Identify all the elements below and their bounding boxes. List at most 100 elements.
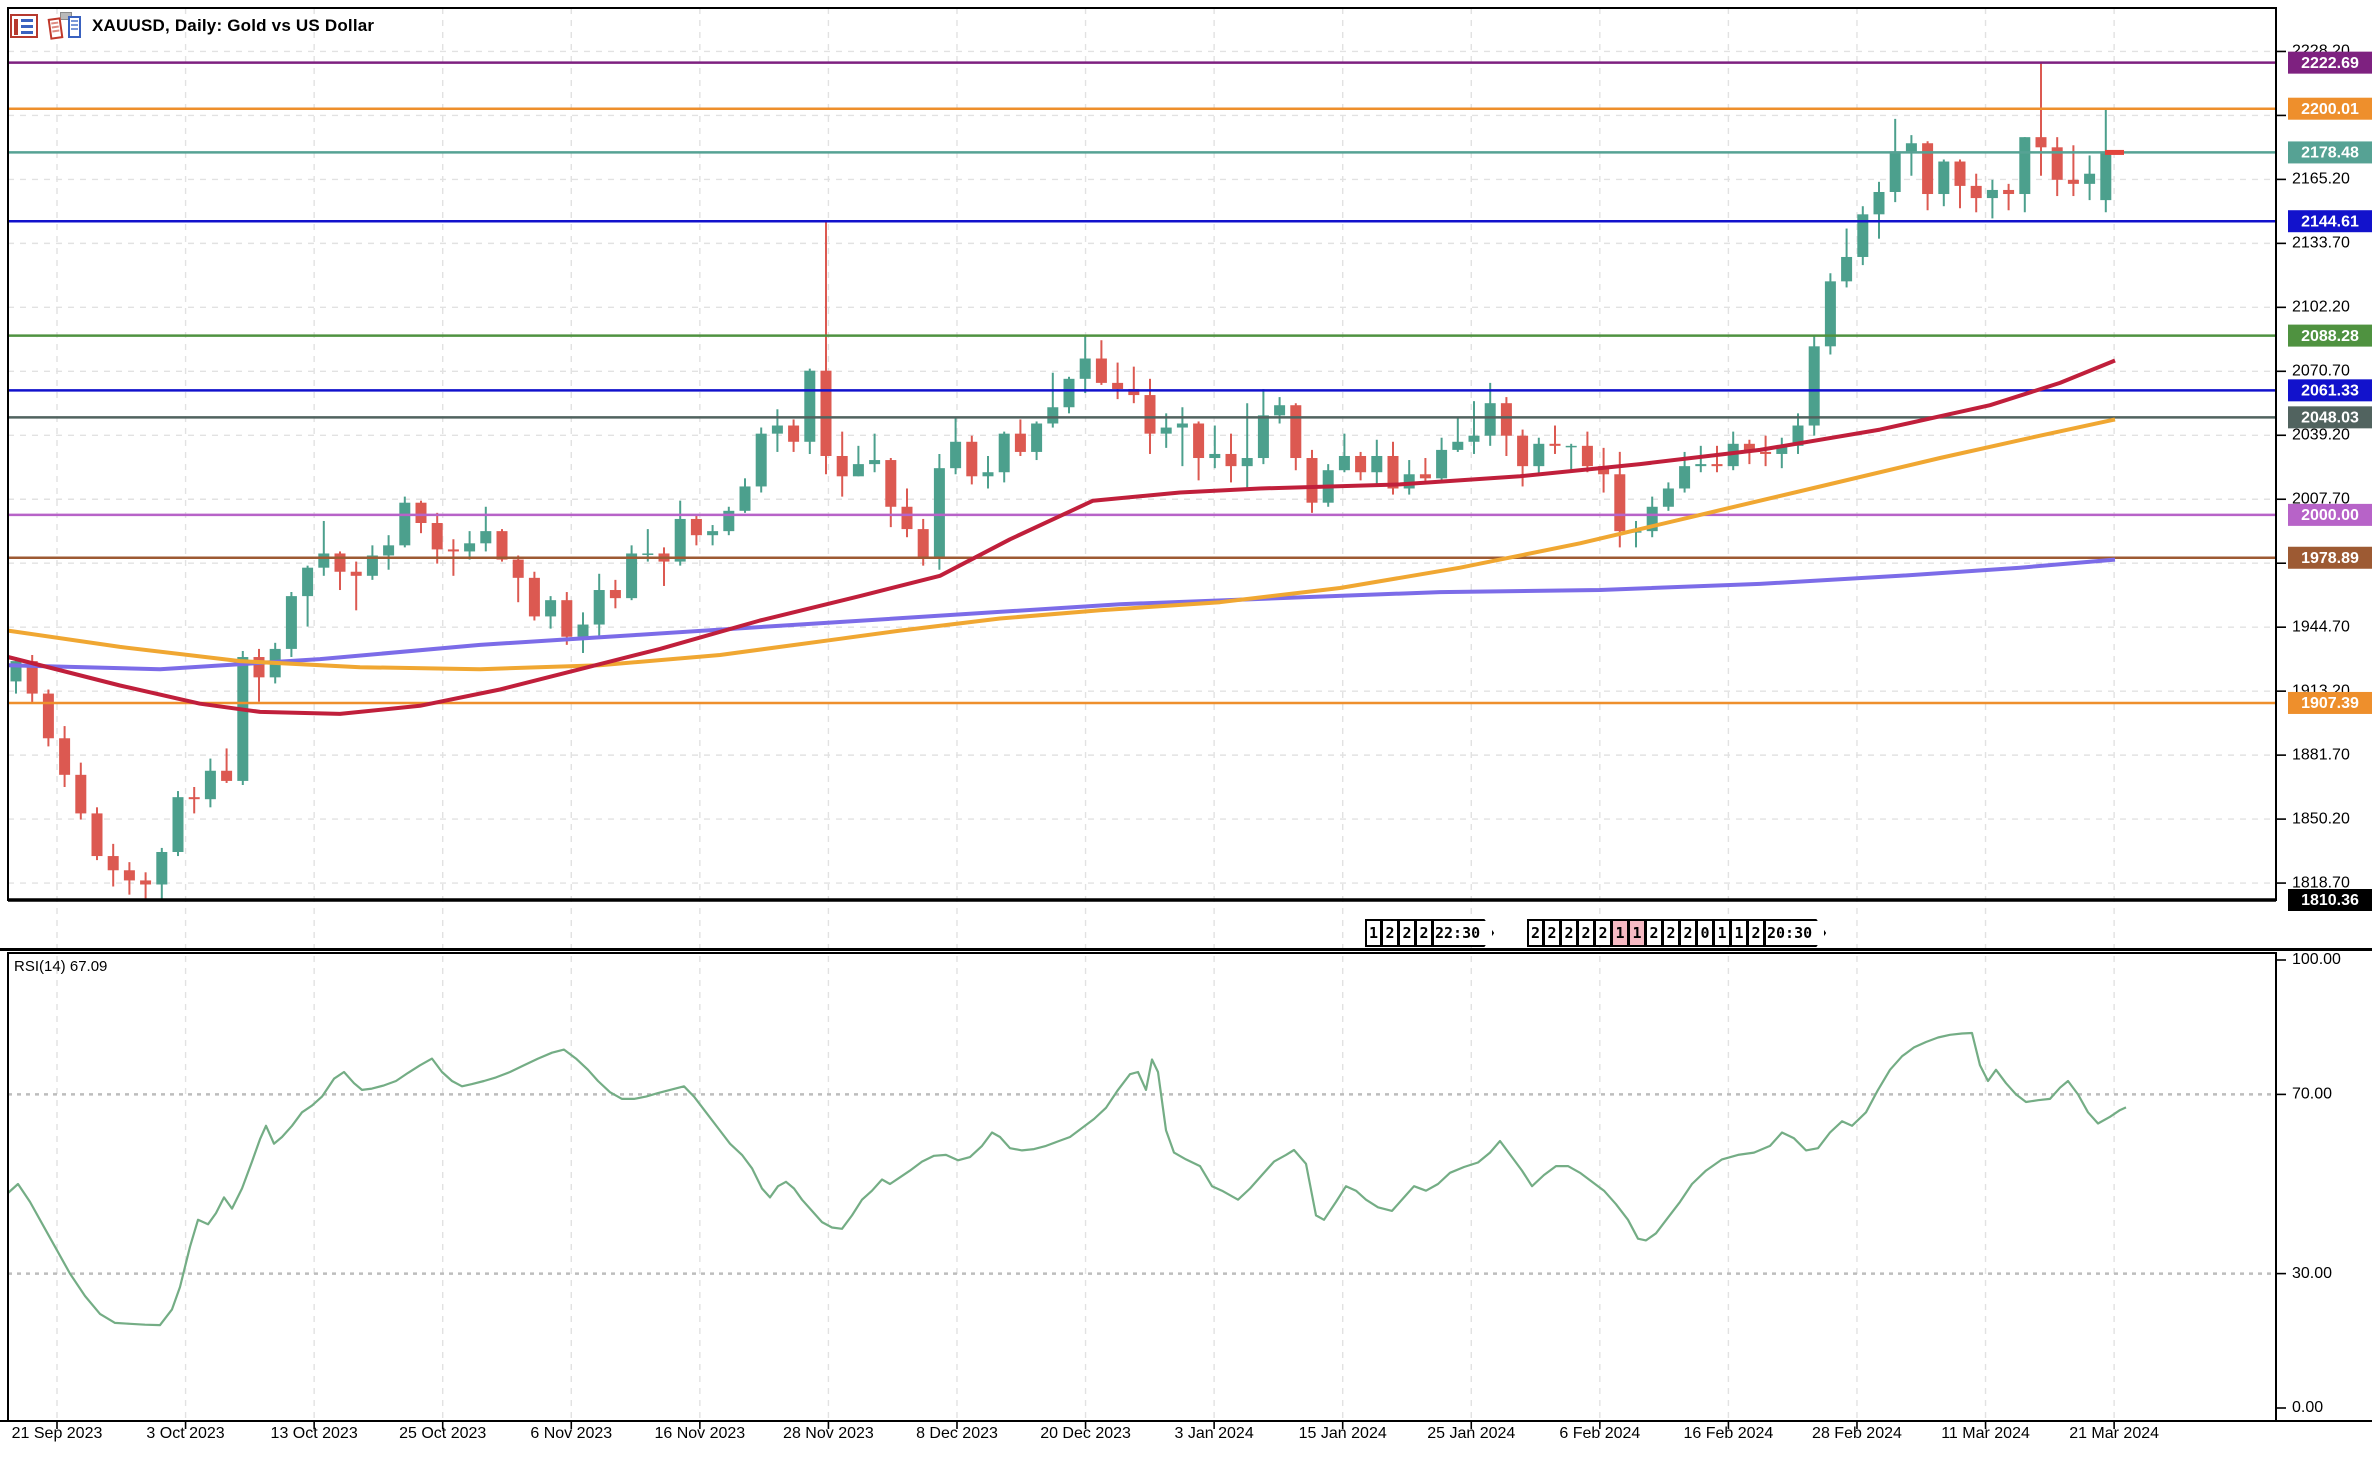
separator-digit-tab[interactable]: 2	[1595, 919, 1612, 947]
moving-averages	[7, 358, 2116, 716]
separator-digit-tab[interactable]: 0	[1697, 919, 1714, 947]
candle	[626, 553, 638, 599]
candle	[577, 624, 589, 637]
candle	[350, 571, 362, 576]
separator-digit-tab[interactable]: 1	[1629, 919, 1646, 947]
candle	[221, 770, 233, 781]
candle	[1889, 151, 1901, 192]
candle	[2035, 137, 2047, 148]
candle	[26, 661, 38, 694]
candle	[1241, 458, 1253, 467]
candle	[966, 441, 978, 477]
separator-digit-tab[interactable]: 2	[1527, 919, 1544, 947]
candle	[998, 433, 1010, 473]
chart-titlebar: XAUUSD, Daily: Gold vs US Dollar	[10, 12, 374, 40]
separator-time-tab[interactable]: 22:30	[1433, 919, 1495, 947]
candle	[1290, 405, 1302, 459]
candle	[642, 553, 654, 555]
candle	[674, 518, 686, 562]
separator-digit-tab[interactable]: 2	[1646, 919, 1663, 947]
separator-digit-tab[interactable]: 2	[1382, 919, 1399, 947]
separator-digit-tab[interactable]: 2	[1680, 919, 1697, 947]
price-axis-tick: 2070.70	[2292, 363, 2350, 380]
candle	[1938, 161, 1950, 195]
candle	[464, 543, 476, 552]
candle	[42, 693, 54, 739]
candle	[593, 590, 605, 625]
candle	[140, 880, 152, 885]
period-separator-tabs-right[interactable]: 2 2 2 2 2 1 1 2 2 2 0 1 1 2 20:30	[1527, 919, 1827, 947]
price-axis-badge-label: 2088.28	[2301, 328, 2359, 345]
price-axis-badge	[2288, 503, 2372, 526]
price-axis-badge-label: 1810.36	[2301, 892, 2359, 909]
candle	[982, 472, 994, 477]
candle	[869, 460, 881, 465]
candle	[1355, 455, 1367, 473]
candle	[1679, 466, 1691, 489]
candle	[1500, 403, 1512, 436]
candle	[1387, 455, 1399, 489]
price-axis[interactable]: 2228.202196.702165.202133.702102.202070.…	[2276, 43, 2372, 1417]
time-axis-label: 8 Dec 2023	[916, 1425, 998, 1442]
candle	[739, 486, 751, 511]
candle	[690, 518, 702, 536]
candle	[901, 506, 913, 530]
candle	[285, 596, 297, 649]
candle	[1193, 423, 1205, 459]
candle	[788, 425, 800, 442]
candle	[253, 657, 265, 678]
time-axis-label: 20 Dec 2023	[1040, 1425, 1131, 1442]
candle	[2084, 173, 2096, 184]
price-axis-badge-label: 2200.01	[2301, 101, 2359, 118]
price-axis-tick: 1818.70	[2292, 874, 2350, 891]
time-axis[interactable]: 21 Sep 2023 3 Oct 2023 13 Oct 2023 25 Oct 2…	[12, 1421, 2160, 1442]
chart-pages-icon[interactable]	[47, 12, 82, 40]
price-axis-badge-label: 1907.39	[2301, 695, 2359, 712]
separator-digit-tab[interactable]: 1	[1365, 919, 1382, 947]
separator-digit-tab[interactable]: 2	[1578, 919, 1595, 947]
separator-digit-tab[interactable]: 1	[1731, 919, 1748, 947]
candle	[1533, 443, 1545, 467]
separator-digit-tab[interactable]: 1	[1612, 919, 1629, 947]
separator-digit-tab[interactable]: 2	[1748, 919, 1765, 947]
separator-time-tab[interactable]: 20:30	[1765, 919, 1827, 947]
price-axis-badge	[2288, 379, 2372, 402]
separator-digit-tab[interactable]: 2	[1663, 919, 1680, 947]
candle	[2019, 137, 2031, 195]
candle	[383, 545, 395, 556]
price-axis-tick: 2102.20	[2292, 299, 2350, 316]
price-axis-badge-label: 2061.33	[2301, 383, 2359, 400]
candle	[1857, 214, 1869, 257]
candle	[172, 797, 184, 852]
price-axis-tick: 1881.70	[2292, 746, 2350, 763]
candle	[1695, 464, 1707, 467]
horizontal-lines	[8, 61, 2276, 902]
candle	[1144, 395, 1156, 434]
candle	[1338, 455, 1350, 471]
time-axis-label: 3 Jan 2024	[1175, 1425, 1254, 1442]
separator-digit-tab[interactable]: 1	[1714, 919, 1731, 947]
candle	[1954, 161, 1966, 186]
list-icon[interactable]	[10, 14, 38, 38]
candle	[1176, 423, 1188, 428]
candle	[237, 657, 249, 781]
price-axis-badge-label: 2178.48	[2301, 145, 2359, 162]
time-axis-label: 15 Jan 2024	[1299, 1425, 1387, 1442]
period-separator-tabs-left[interactable]: 1 2 2 2 22:30	[1365, 919, 1495, 947]
price-axis-badge	[2288, 406, 2372, 429]
candle	[1922, 143, 1934, 195]
candle	[1225, 453, 1237, 467]
separator-digit-tab[interactable]: 2	[1399, 919, 1416, 947]
candle	[1095, 358, 1107, 383]
price-axis-badge	[2288, 691, 2372, 714]
candle	[1549, 443, 1561, 446]
candle	[1436, 449, 1448, 479]
separator-digit-tab[interactable]: 2	[1561, 919, 1578, 947]
separator-digit-tab[interactable]: 2	[1544, 919, 1561, 947]
price-axis-badge	[2288, 141, 2372, 164]
separator-digit-tab[interactable]: 2	[1416, 919, 1433, 947]
ma-orange	[7, 417, 2116, 672]
candle	[10, 661, 22, 682]
